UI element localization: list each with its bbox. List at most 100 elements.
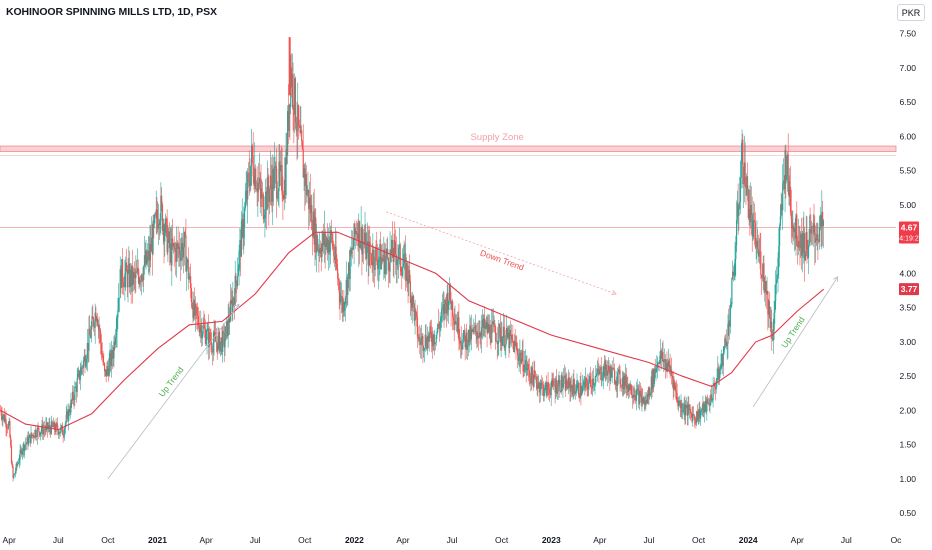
- candle-body: [281, 165, 283, 195]
- y-tick-label: 7.00: [899, 63, 916, 73]
- candle-body: [429, 326, 431, 334]
- candle-body: [444, 299, 447, 304]
- candle-body: [496, 340, 498, 345]
- candle-body: [343, 301, 345, 311]
- candle-body: [619, 369, 621, 384]
- candle-body: [154, 214, 156, 224]
- candle-body: [245, 190, 247, 201]
- candle-body: [153, 220, 155, 224]
- candle-body: [451, 301, 453, 310]
- candle-body: [125, 262, 127, 274]
- candle-body: [620, 383, 622, 386]
- candle-body: [822, 220, 824, 227]
- candle-body: [766, 290, 768, 295]
- y-tick-label: 3.50: [899, 303, 916, 313]
- candle-body: [371, 261, 373, 266]
- candle-body: [407, 277, 409, 284]
- candle-body: [302, 149, 304, 178]
- x-tick-label: 2024: [739, 535, 758, 545]
- candle-body: [488, 323, 490, 333]
- candle-body: [706, 399, 708, 412]
- candle-body: [248, 172, 250, 183]
- candle-body: [136, 267, 139, 273]
- candle-body: [721, 354, 723, 366]
- candle-body: [552, 378, 554, 381]
- candle-body: [811, 226, 813, 234]
- candle-body: [14, 471, 17, 474]
- candle-body: [144, 255, 146, 265]
- y-tick-label: 6.00: [899, 131, 916, 141]
- candle-body: [25, 443, 27, 445]
- candle-body: [161, 204, 164, 231]
- candle-body: [113, 341, 115, 359]
- candle-body: [457, 317, 459, 333]
- candle-body: [583, 381, 585, 385]
- candle-body: [442, 304, 444, 308]
- candle-body: [126, 271, 128, 288]
- candle-body: [430, 326, 432, 333]
- candle-body: [49, 424, 51, 429]
- candle-body: [63, 434, 65, 436]
- candle-body: [312, 229, 314, 237]
- candle-body: [145, 250, 147, 265]
- candle-body: [427, 335, 429, 342]
- candle-body: [686, 404, 688, 416]
- candle-body: [241, 219, 243, 222]
- candle-body: [155, 209, 157, 216]
- candle-body: [455, 321, 457, 325]
- candle-body: [39, 432, 42, 436]
- candle-body: [606, 369, 608, 376]
- x-tick-label: Apr: [3, 535, 16, 545]
- candle-body: [132, 272, 135, 285]
- candle-body: [664, 359, 666, 361]
- candle-body: [811, 226, 814, 228]
- candle-body: [504, 346, 506, 348]
- candle-body: [111, 350, 113, 359]
- candle-body: [356, 233, 358, 235]
- candle-body: [48, 424, 50, 428]
- candle-body: [694, 419, 696, 420]
- candle-body: [226, 320, 228, 337]
- currency-button[interactable]: PKR: [897, 4, 925, 21]
- candle-body: [505, 335, 507, 347]
- candle-body: [247, 173, 249, 200]
- candle-body: [809, 229, 811, 230]
- candle-body: [621, 377, 623, 387]
- candle-body: [60, 425, 63, 428]
- candle-body: [521, 350, 523, 359]
- candle-body: [461, 345, 463, 350]
- candle-body: [277, 191, 279, 199]
- candle-body: [671, 375, 674, 379]
- candle-body: [34, 430, 36, 438]
- candle-body: [663, 360, 665, 363]
- candle-body: [434, 342, 437, 344]
- candle-body: [314, 217, 316, 245]
- candle-body: [374, 247, 376, 271]
- candle-body: [75, 386, 77, 388]
- candle-body: [800, 233, 803, 256]
- candle-body: [313, 211, 315, 245]
- candle-body: [630, 384, 632, 394]
- candle-body: [466, 332, 468, 350]
- candle-body: [166, 218, 168, 253]
- current-price-badge: [899, 221, 919, 244]
- candle-body: [443, 304, 445, 314]
- candle-body: [740, 160, 742, 178]
- candle-body: [710, 394, 713, 401]
- candle-body: [315, 234, 318, 253]
- candle-body: [575, 391, 577, 392]
- candle-body: [208, 332, 210, 348]
- candle-body: [603, 366, 605, 376]
- candle-body: [467, 330, 469, 345]
- candle-body: [6, 427, 8, 429]
- candle-body: [551, 378, 553, 387]
- candle-body: [749, 209, 751, 222]
- candle-body: [753, 220, 756, 223]
- candle-body: [191, 301, 193, 307]
- candle-body: [341, 296, 343, 313]
- candle-body: [729, 307, 731, 327]
- candle-body: [412, 295, 414, 308]
- candle-body: [83, 355, 85, 361]
- candle-body: [638, 390, 640, 405]
